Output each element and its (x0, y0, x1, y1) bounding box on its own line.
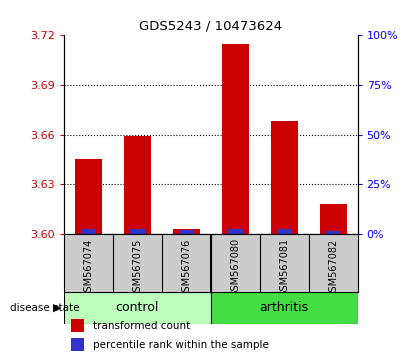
Bar (64, 292, 210, 324)
Text: GSM567081: GSM567081 (279, 238, 289, 297)
Text: GSM567080: GSM567080 (230, 238, 240, 297)
Bar (124, 136, 151, 234)
Text: transformed count: transformed count (93, 321, 191, 331)
Text: GSM567076: GSM567076 (181, 238, 191, 298)
Bar (81, 229, 96, 234)
Text: percentile rank within the sample: percentile rank within the sample (93, 340, 269, 350)
Text: GSM567074: GSM567074 (83, 238, 93, 298)
Bar (326, 231, 340, 234)
Text: ▶: ▶ (53, 303, 62, 313)
Bar (211, 292, 358, 324)
Text: GSM567082: GSM567082 (328, 238, 338, 298)
Title: GDS5243 / 10473624: GDS5243 / 10473624 (139, 20, 282, 33)
Bar (173, 229, 200, 234)
Bar (320, 204, 346, 234)
Bar (222, 44, 249, 234)
Bar (228, 229, 242, 234)
Text: control: control (115, 302, 159, 314)
Text: arthritis: arthritis (259, 302, 309, 314)
Bar (179, 230, 194, 234)
Bar (130, 229, 145, 234)
Bar (75, 159, 102, 234)
Bar (71, 338, 84, 351)
Text: disease state: disease state (10, 303, 80, 313)
Bar (71, 319, 84, 332)
Text: GSM567075: GSM567075 (132, 238, 142, 298)
Bar (277, 229, 291, 234)
Bar (270, 121, 298, 234)
